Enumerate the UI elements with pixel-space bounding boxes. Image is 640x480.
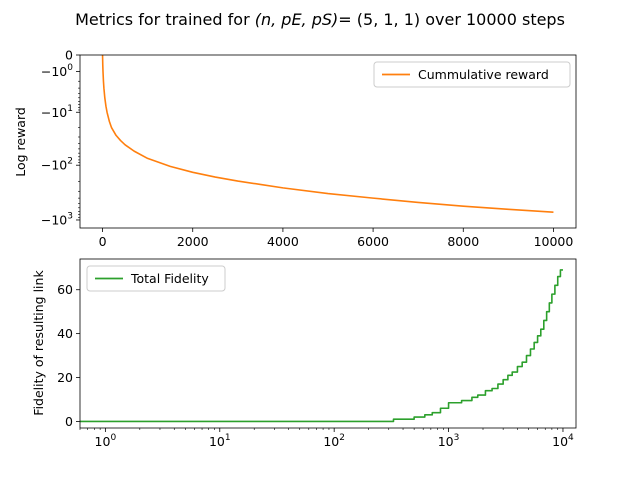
reward-chart: Log reward 0 2000 4000 6000 8000 100000−100−1… [13,48,577,249]
fidelity-ylabel: Fidelity of resulting link [31,270,46,416]
reward-ytick-label: −103 [41,211,73,227]
fidelity-legend: Total Fidelity [86,265,226,292]
reward-ylabel: Log reward [13,107,28,177]
reward-ytick-label: −100 [41,63,73,79]
reward-xtick-label: 6000 [357,234,389,249]
reward-xtick-label: 10000 [534,234,574,249]
fidelity-legend-label: Total Fidelity [130,271,209,286]
fidelity-ytick-label: 40 [57,326,73,341]
fidelity-legend-box [86,265,226,292]
fidelity-xtick-label: 103 [438,433,460,449]
fidelity-xtick-label: 100 [95,433,117,449]
reward-xtick-label: 4000 [267,234,299,249]
reward-legend-box [373,61,571,88]
reward-ytick-label: 0 [65,48,73,63]
reward-legend-label: Cummulative reward [418,67,549,82]
reward-ytick-label: −102 [41,157,73,173]
reward-xtick-label: 8000 [447,234,479,249]
fidelity-xtick-label: 102 [323,433,345,449]
figure-title-prefix: Metrics for trained for [75,10,255,29]
reward-series-line-0 [101,54,554,213]
reward-ytick-label: −101 [41,104,73,120]
fidelity-axes-frame [79,258,577,429]
figure-title-math: (n, pE, pS) [255,10,339,29]
reward-legend: Cummulative reward [373,61,571,88]
fidelity-chart: Fidelity of resulting link 100 101 102 103 1… [31,258,577,449]
fidelity-ytick-label: 0 [65,414,73,429]
reward-axes-frame [79,54,577,229]
fidelity-xtick-label: 104 [552,433,574,449]
fidelity-xtick-label: 101 [209,433,231,449]
fidelity-ytick-label: 60 [57,282,73,297]
fidelity-series-line-0 [80,269,563,423]
figure-title-suffix: = (5, 1, 1) over 10000 steps [338,10,565,29]
reward-xtick-label: 0 [99,234,107,249]
fidelity-ytick-label: 20 [57,370,73,385]
reward-xtick-label: 2000 [177,234,209,249]
figure-title: Metrics for trained for (n, pE, pS)= (5,… [75,10,565,29]
